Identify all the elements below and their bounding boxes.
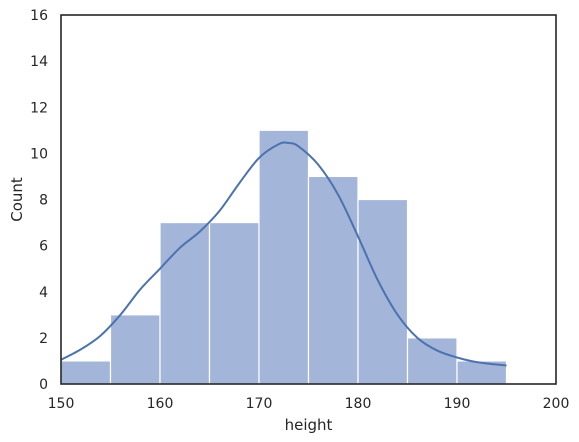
x-axis-label: height — [285, 416, 333, 434]
histogram-bar — [258, 129, 310, 385]
x-tick-label: 200 — [543, 396, 570, 412]
y-tick-label: 14 — [30, 54, 48, 70]
histogram-bar — [159, 221, 211, 385]
histogram-bar — [406, 337, 458, 385]
y-tick-label: 2 — [39, 331, 48, 347]
x-tick-label: 160 — [147, 396, 174, 412]
x-tick-label: 150 — [48, 396, 75, 412]
histogram-bar — [109, 314, 161, 385]
histogram-bar — [307, 175, 359, 385]
histogram-bar — [60, 360, 112, 385]
bars-group — [60, 129, 508, 385]
y-tick-label: 8 — [39, 193, 48, 209]
kde-line — [60, 141, 507, 367]
y-tick-label: 6 — [39, 239, 48, 255]
y-axis-ticks: 0 2 4 6 8 10 12 14 16 — [30, 8, 48, 393]
y-tick-label: 4 — [39, 285, 48, 301]
x-tick-label: 190 — [444, 396, 471, 412]
histogram-bar — [208, 221, 260, 385]
y-tick-label: 0 — [39, 377, 48, 393]
y-tick-label: 16 — [30, 8, 48, 24]
y-tick-label: 12 — [30, 100, 48, 116]
plot-frame — [60, 14, 557, 385]
y-tick-label: 10 — [30, 146, 48, 162]
x-tick-label: 170 — [246, 396, 273, 412]
x-axis-ticks: 150 160 170 180 190 200 — [48, 396, 570, 412]
x-tick-label: 180 — [345, 396, 372, 412]
y-axis-label: Count — [8, 177, 26, 222]
